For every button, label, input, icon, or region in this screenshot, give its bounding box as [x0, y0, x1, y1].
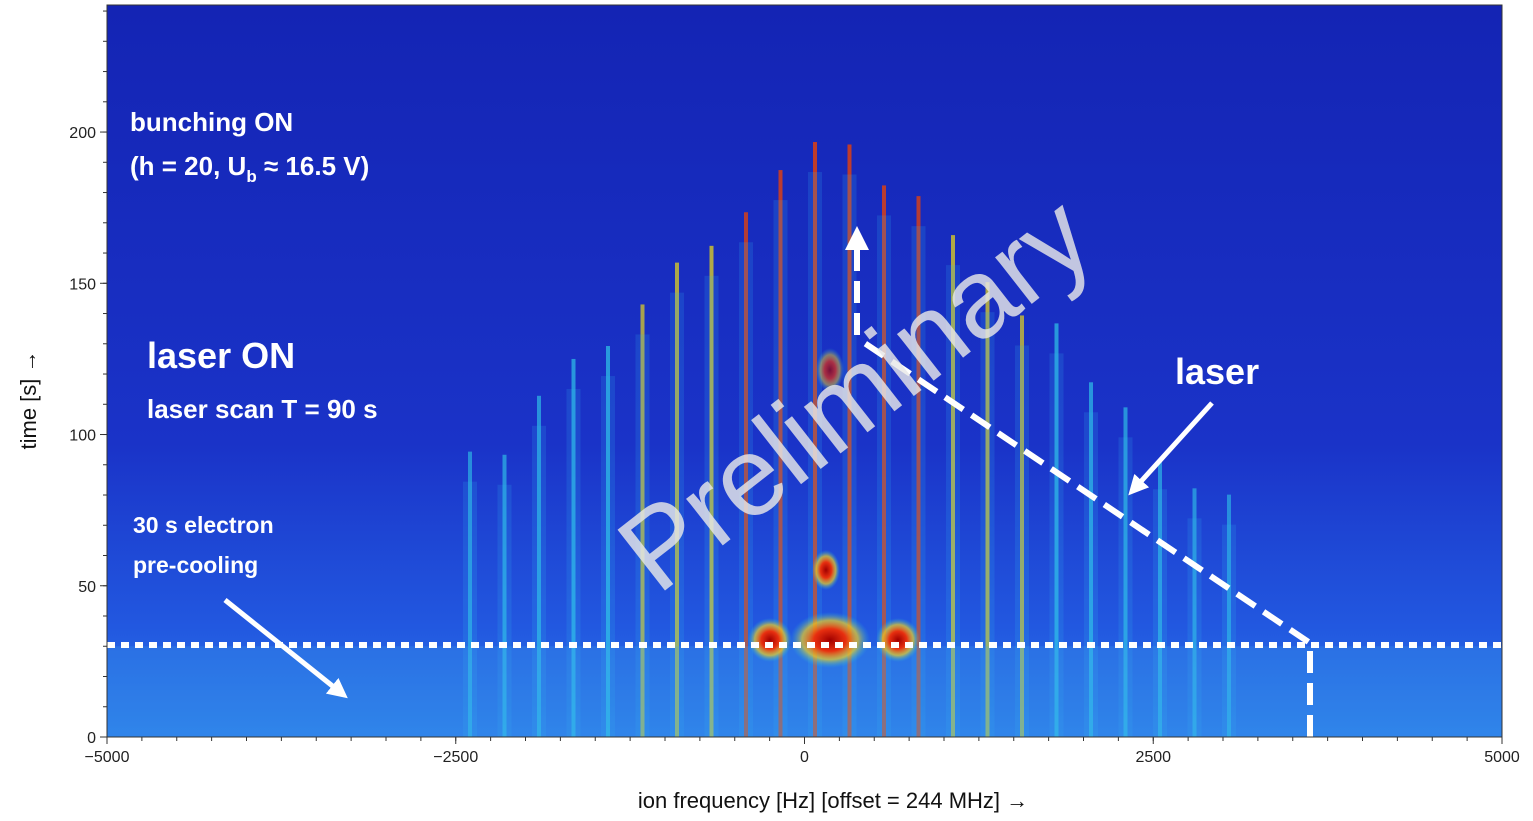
x-axis-label: ion frequency [Hz] [offset = 244 MHz] → — [638, 788, 1028, 813]
spectral-line-glow — [911, 226, 926, 737]
spectral-line — [1123, 407, 1128, 737]
spectral-line-glow — [566, 388, 581, 737]
spectral-line — [1158, 459, 1162, 737]
spectral-line-glow — [980, 312, 995, 737]
spectral-line-glow — [739, 242, 753, 737]
x-tick-label: 5000 — [1484, 749, 1520, 766]
intensity-blob — [748, 618, 792, 662]
intensity-blob — [816, 348, 844, 392]
annotation: bunching ON — [130, 107, 293, 137]
spectral-line — [882, 185, 886, 737]
spectral-line — [1054, 323, 1059, 737]
spectral-line — [606, 346, 610, 737]
spectral-line-glow — [877, 215, 891, 737]
intensity-blob — [790, 612, 870, 668]
spectral-line — [744, 212, 748, 737]
spectral-line — [985, 282, 990, 737]
spectral-line — [951, 235, 955, 737]
x-tick-label: 0 — [800, 749, 809, 766]
spectral-line-glow — [704, 275, 719, 737]
annotation: pre-cooling — [133, 552, 258, 578]
annotation: laser scan T = 90 s — [147, 394, 378, 424]
spectral-line — [571, 358, 576, 737]
intensity-blob — [876, 618, 920, 662]
spectral-line — [1089, 382, 1093, 737]
spectral-line-glow — [1153, 489, 1167, 737]
spectral-line-glow — [842, 174, 857, 737]
spectral-line — [537, 395, 541, 737]
annotation-part: ≈ 16.5 V) — [257, 151, 370, 181]
spectral-line-glow — [670, 292, 684, 737]
y-tick-label: 150 — [69, 276, 96, 293]
spectral-line — [847, 144, 852, 737]
spectral-line-glow — [532, 425, 546, 737]
y-tick-label: 200 — [69, 125, 96, 142]
spectral-line — [468, 451, 472, 737]
spectral-line — [502, 454, 507, 737]
plot-area — [107, 5, 1502, 738]
intensity-blob — [812, 550, 840, 590]
spectral-line — [813, 142, 817, 737]
spectral-line — [1227, 494, 1231, 737]
spectral-line-glow — [635, 334, 650, 737]
spectral-line — [778, 170, 783, 737]
spectral-line-glow — [463, 481, 477, 737]
spectral-line-glow — [1187, 518, 1202, 737]
annotation: 30 s electron — [133, 512, 274, 538]
spectral-line-glow — [1049, 353, 1064, 737]
spectral-line — [1192, 488, 1197, 737]
annotation: (h = 20, Ub ≈ 16.5 V) — [130, 151, 369, 186]
x-tick-label: −2500 — [433, 749, 478, 766]
spectral-line — [1020, 315, 1024, 737]
x-tick-label: −5000 — [85, 749, 130, 766]
spectral-line-glow — [946, 265, 960, 737]
spectral-line-glow — [497, 484, 512, 737]
annotation: laser ON — [147, 335, 295, 376]
spectral-line — [916, 196, 921, 737]
spectral-line-glow — [1222, 524, 1236, 737]
y-axis-label: time [s] → — [16, 350, 41, 449]
spectral-line-glow — [808, 172, 822, 737]
annotation-part: (h = 20, U — [130, 151, 246, 181]
x-tick-label: 2500 — [1135, 749, 1171, 766]
y-tick-label: 50 — [78, 579, 96, 596]
annotation: laser — [1175, 351, 1259, 392]
spectral-line — [675, 262, 679, 737]
spectral-line — [640, 304, 645, 737]
spectral-line — [709, 245, 714, 738]
annotation-subscript: b — [246, 167, 256, 186]
laser-pointer — [1128, 401, 1214, 496]
spectral-line-glow — [1015, 345, 1029, 737]
laser-path — [858, 337, 1313, 737]
spectral-line-glow — [1118, 437, 1133, 737]
cooling-pointer — [223, 598, 348, 699]
spectral-line-glow — [773, 200, 788, 737]
y-tick-label: 100 — [69, 428, 96, 445]
y-tick-label: 0 — [87, 730, 96, 747]
